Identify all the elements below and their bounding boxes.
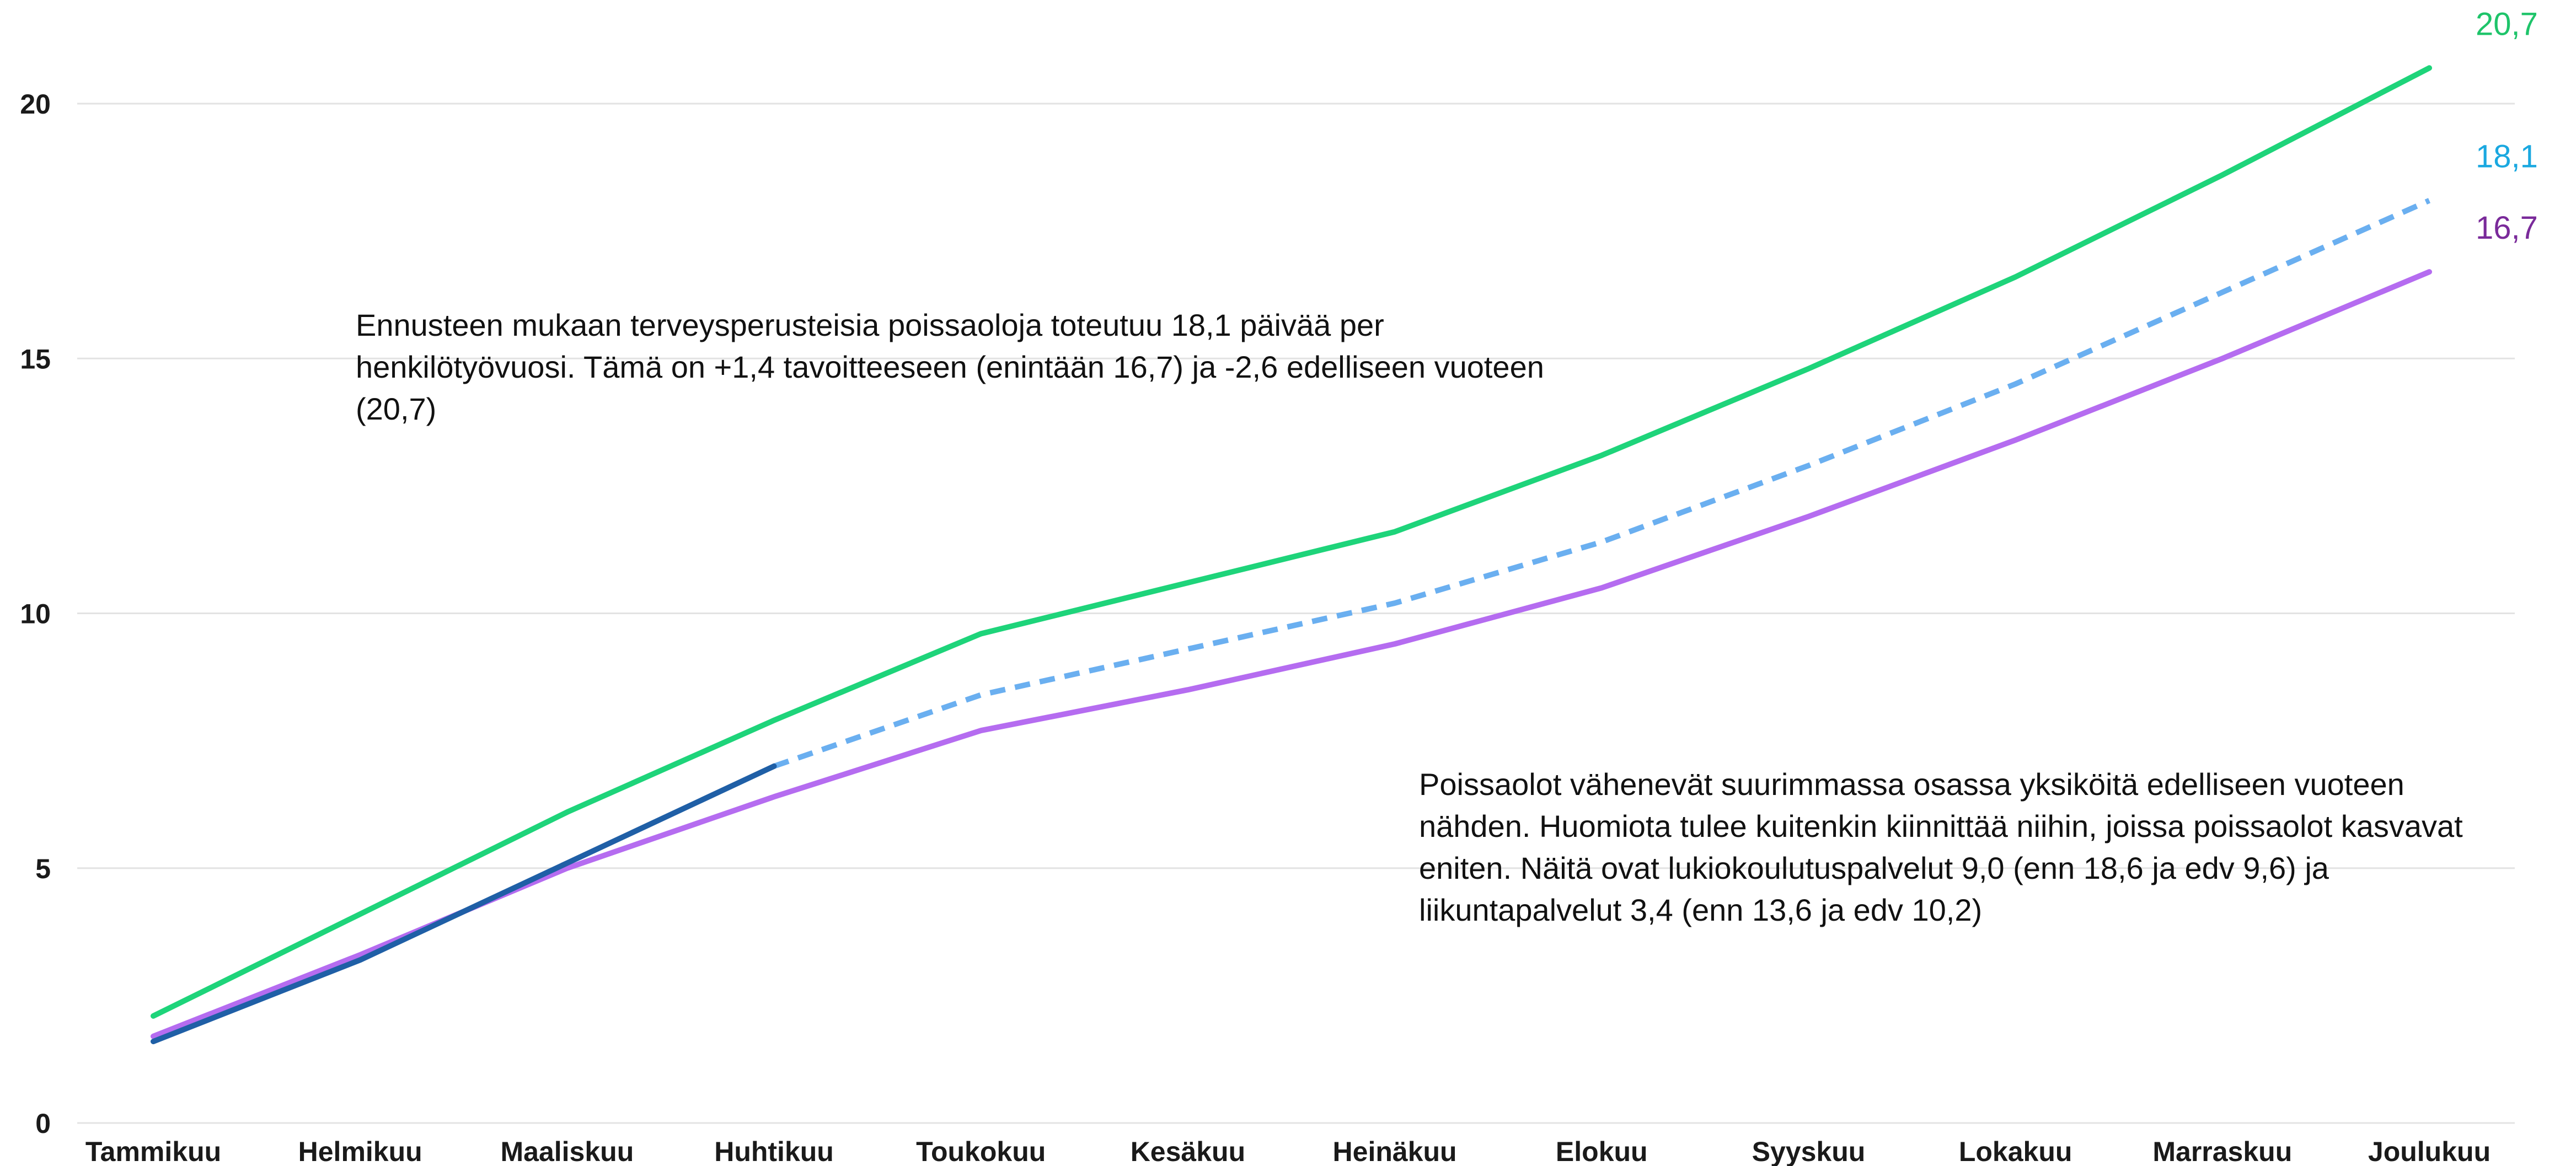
end-label-target: 16,7 — [2476, 210, 2538, 246]
x-tick-label: Toukokuu — [916, 1136, 1046, 1166]
gridlines — [77, 103, 2515, 1124]
x-tick-label: Maaliskuu — [500, 1136, 634, 1166]
series-line-target — [151, 269, 2432, 1039]
x-axis-ticks: Tammikuu Helmikuu Maaliskuu Huhtikuu Toukoku… — [85, 1136, 2491, 1166]
x-tick-label: Elokuu — [1556, 1136, 1648, 1166]
y-tick-label: 10 — [20, 599, 51, 630]
x-tick-label: Joulukuu — [2368, 1136, 2491, 1166]
end-label-forecast: 18,1 — [2476, 139, 2538, 175]
y-tick-label: 15 — [20, 343, 51, 374]
end-label-previous-year: 20,7 — [2476, 6, 2538, 42]
series-lines — [151, 65, 2432, 1045]
x-tick-label: Heinäkuu — [1333, 1136, 1457, 1166]
x-tick-label: Kesäkuu — [1131, 1136, 1245, 1166]
annotation-units: Poissaolot vähenevät suurimmassa osassa … — [1419, 767, 2463, 927]
x-tick-label: Helmikuu — [298, 1136, 422, 1166]
x-tick-label: Syyskuu — [1752, 1136, 1866, 1166]
annotation-forecast: Ennusteen mukaan terveysperusteisia pois… — [356, 308, 1544, 426]
y-tick-label: 0 — [35, 1108, 51, 1139]
x-tick-label: Tammikuu — [85, 1136, 221, 1166]
end-labels: 20,7 18,1 16,7 — [2476, 6, 2538, 246]
series-line-forecast — [773, 198, 2431, 769]
y-tick-label: 20 — [20, 89, 51, 120]
y-tick-label: 5 — [35, 853, 51, 884]
x-tick-label: Marraskuu — [2152, 1136, 2292, 1166]
x-tick-label: Huhtikuu — [714, 1136, 834, 1166]
series-line-previous-year — [151, 65, 2432, 1019]
series-line-actual — [151, 763, 777, 1045]
x-tick-label: Lokakuu — [1959, 1136, 2072, 1166]
y-axis-ticks: 0 5 10 15 20 — [20, 89, 51, 1139]
